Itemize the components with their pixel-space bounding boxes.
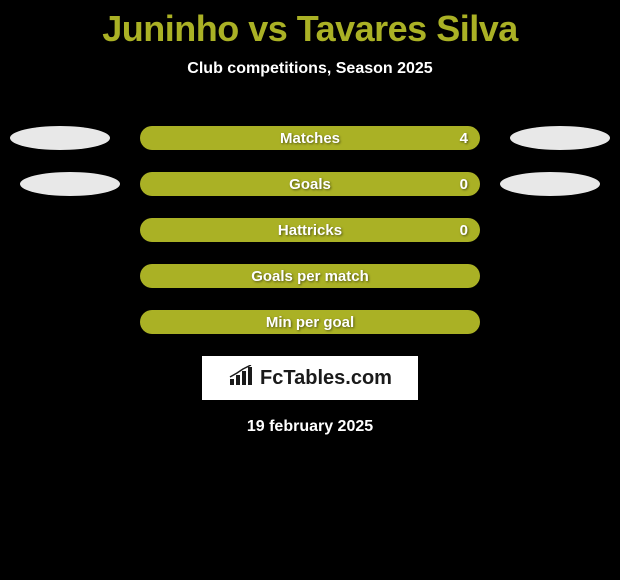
date-text: 19 february 2025 xyxy=(0,418,620,436)
player1-marker xyxy=(10,126,110,150)
stat-value: 4 xyxy=(460,130,468,147)
stat-label: Goals per match xyxy=(251,268,369,285)
player1-marker xyxy=(20,172,120,196)
stat-value: 0 xyxy=(460,222,468,239)
stat-row-min-per-goal: Min per goal xyxy=(0,310,620,334)
player2-marker xyxy=(500,172,600,196)
page-title: Juninho vs Tavares Silva xyxy=(0,0,620,50)
player2-marker xyxy=(510,126,610,150)
stats-container: Matches 4 Goals 0 Hattricks 0 Goals per … xyxy=(0,126,620,334)
stat-pill: Min per goal xyxy=(140,310,480,334)
logo-text: FcTables.com xyxy=(260,367,392,390)
stat-label: Hattricks xyxy=(278,222,342,239)
stat-pill: Goals per match xyxy=(140,264,480,288)
logo: FcTables.com xyxy=(228,365,392,392)
stat-label: Min per goal xyxy=(266,314,354,331)
stat-row-goals-per-match: Goals per match xyxy=(0,264,620,288)
stat-pill: Matches 4 xyxy=(140,126,480,150)
chart-bars-icon xyxy=(228,365,256,392)
stat-row-matches: Matches 4 xyxy=(0,126,620,150)
stat-label: Matches xyxy=(280,130,340,147)
stat-row-goals: Goals 0 xyxy=(0,172,620,196)
stat-label: Goals xyxy=(289,176,331,193)
logo-box: FcTables.com xyxy=(202,356,418,400)
stat-row-hattricks: Hattricks 0 xyxy=(0,218,620,242)
subtitle: Club competitions, Season 2025 xyxy=(0,60,620,78)
stat-pill: Hattricks 0 xyxy=(140,218,480,242)
stat-value: 0 xyxy=(460,176,468,193)
stat-pill: Goals 0 xyxy=(140,172,480,196)
